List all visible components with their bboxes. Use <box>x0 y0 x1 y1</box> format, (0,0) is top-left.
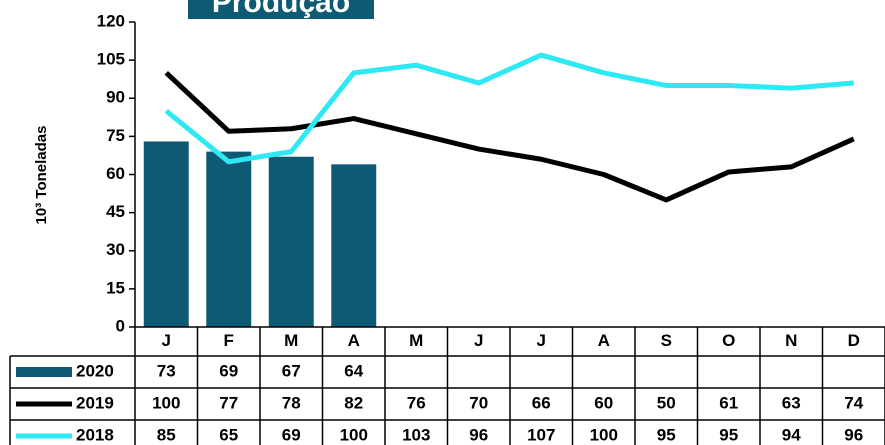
y-tick-label: 30 <box>106 240 125 259</box>
table-value: 50 <box>657 393 676 412</box>
table-value: 64 <box>344 361 363 380</box>
x-tick-label: A <box>598 331 610 350</box>
table-value: 95 <box>657 425 676 444</box>
table-value: 95 <box>719 425 738 444</box>
table-value: 82 <box>344 393 363 412</box>
table-value: 96 <box>844 425 863 444</box>
table-value: 94 <box>782 425 801 444</box>
table-value: 66 <box>532 393 551 412</box>
x-tick-label: J <box>162 331 171 350</box>
x-tick-label: F <box>224 331 234 350</box>
table-value: 69 <box>219 361 238 380</box>
x-tick-label: S <box>661 331 672 350</box>
title-box <box>188 0 374 19</box>
legend-swatch <box>16 367 72 377</box>
x-tick-label: J <box>537 331 546 350</box>
table-value: 70 <box>469 393 488 412</box>
legend-label: 2019 <box>76 393 114 412</box>
bar <box>206 151 252 327</box>
y-tick-label: 0 <box>116 316 125 335</box>
y-tick-label: 120 <box>97 11 125 30</box>
x-tick-label: A <box>348 331 360 350</box>
table-value: 69 <box>282 425 301 444</box>
x-tick-label: M <box>409 331 423 350</box>
bar <box>268 156 314 327</box>
y-tick-label: 60 <box>106 164 125 183</box>
line <box>164 52 854 165</box>
y-tick-label: 15 <box>106 278 125 297</box>
table-value: 100 <box>590 425 618 444</box>
table-value: 77 <box>219 393 238 412</box>
line <box>164 71 855 203</box>
bar <box>331 164 377 327</box>
y-tick-label: 90 <box>106 88 125 107</box>
table-value: 76 <box>407 393 426 412</box>
table-value: 74 <box>844 393 863 412</box>
table-value: 100 <box>152 393 180 412</box>
table-value: 63 <box>782 393 801 412</box>
y-tick-label: 75 <box>106 126 125 145</box>
x-tick-label: M <box>284 331 298 350</box>
table-value: 60 <box>594 393 613 412</box>
x-tick-label: D <box>848 331 860 350</box>
table-value: 100 <box>340 425 368 444</box>
x-tick-label: N <box>785 331 797 350</box>
legend-label: 2018 <box>76 425 114 444</box>
table-value: 96 <box>469 425 488 444</box>
table-value: 78 <box>282 393 301 412</box>
y-tick-label: 105 <box>97 50 125 69</box>
bar <box>143 141 189 327</box>
table-value: 85 <box>157 425 176 444</box>
x-tick-label: O <box>722 331 735 350</box>
y-tick-label: 45 <box>106 202 125 221</box>
x-tick-label: J <box>474 331 483 350</box>
table-value: 73 <box>157 361 176 380</box>
table-value: 65 <box>219 425 238 444</box>
table-value: 107 <box>527 425 555 444</box>
chart-title: Produção <box>212 0 350 19</box>
legend-label: 2020 <box>76 361 114 380</box>
table-value: 67 <box>282 361 301 380</box>
table-value: 103 <box>402 425 430 444</box>
table-value: 61 <box>719 393 738 412</box>
y-axis-label: 10³ Toneladas <box>33 126 50 225</box>
